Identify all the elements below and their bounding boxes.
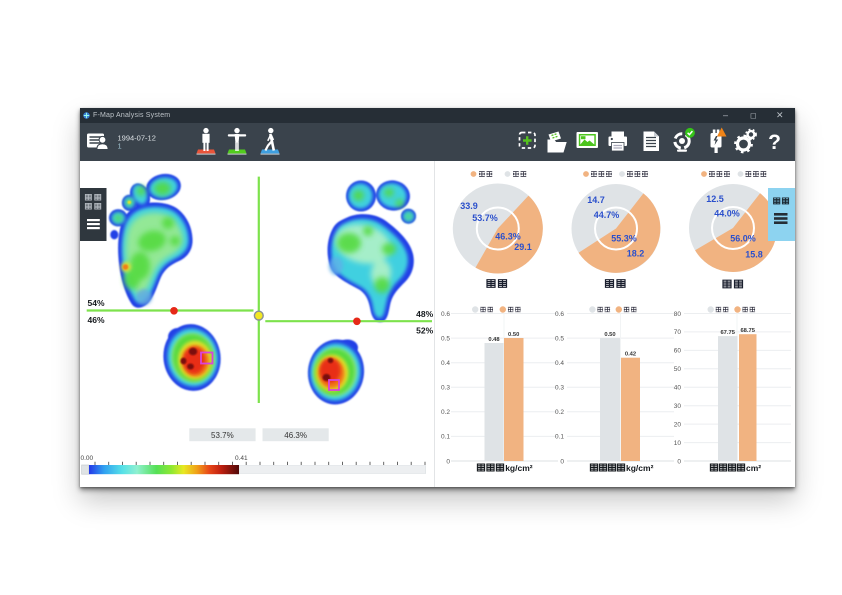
svg-text:80: 80 bbox=[674, 311, 682, 318]
svg-text:0.42: 0.42 bbox=[625, 352, 636, 358]
svg-text:55.3%: 55.3% bbox=[611, 234, 637, 244]
svg-text:0.5: 0.5 bbox=[555, 335, 564, 342]
svg-text:12.5: 12.5 bbox=[706, 194, 724, 204]
svg-text:0: 0 bbox=[560, 458, 564, 465]
svg-text:?: ? bbox=[768, 131, 781, 154]
svg-text:0: 0 bbox=[446, 458, 450, 465]
svg-text:0.2: 0.2 bbox=[441, 409, 450, 416]
svg-text:0.4: 0.4 bbox=[555, 360, 564, 367]
svg-text:1994-07-12: 1994-07-12 bbox=[118, 134, 156, 143]
svg-text:46%: 46% bbox=[88, 315, 105, 325]
svg-text:54%: 54% bbox=[88, 298, 105, 308]
svg-text:15.8: 15.8 bbox=[745, 250, 763, 260]
svg-text:20: 20 bbox=[674, 421, 682, 428]
svg-text:kg/cm²: kg/cm² bbox=[505, 463, 533, 473]
svg-text:0.48: 0.48 bbox=[488, 337, 500, 343]
svg-text:0.50: 0.50 bbox=[604, 332, 615, 338]
svg-text:33.9: 33.9 bbox=[460, 201, 478, 211]
svg-text:29.1: 29.1 bbox=[514, 242, 532, 252]
svg-text:0.00: 0.00 bbox=[81, 455, 94, 462]
svg-text:cm²: cm² bbox=[746, 463, 761, 473]
svg-text:0.50: 0.50 bbox=[508, 332, 519, 338]
svg-text:0: 0 bbox=[677, 458, 681, 465]
svg-text:53.7%: 53.7% bbox=[211, 431, 234, 440]
svg-text:kg/cm²: kg/cm² bbox=[626, 463, 654, 473]
svg-text:0.2: 0.2 bbox=[555, 409, 564, 416]
svg-text:30: 30 bbox=[674, 403, 682, 410]
svg-text:44.7%: 44.7% bbox=[594, 210, 620, 220]
svg-text:56.0%: 56.0% bbox=[730, 234, 756, 244]
svg-text:67.75: 67.75 bbox=[720, 330, 735, 336]
svg-text:48%: 48% bbox=[416, 309, 433, 319]
svg-text:18.2: 18.2 bbox=[627, 249, 645, 259]
svg-text:53.7%: 53.7% bbox=[472, 213, 498, 223]
svg-text:0.1: 0.1 bbox=[441, 434, 450, 441]
svg-text:52%: 52% bbox=[416, 325, 433, 335]
svg-text:70: 70 bbox=[674, 329, 682, 336]
svg-text:60: 60 bbox=[674, 348, 682, 355]
svg-text:14.7: 14.7 bbox=[587, 195, 605, 205]
svg-text:0.3: 0.3 bbox=[555, 385, 564, 392]
svg-text:0.5: 0.5 bbox=[441, 335, 450, 342]
svg-text:1: 1 bbox=[118, 142, 122, 151]
svg-text:68.75: 68.75 bbox=[740, 328, 755, 334]
svg-text:46.3%: 46.3% bbox=[495, 232, 521, 242]
svg-text:44.0%: 44.0% bbox=[714, 209, 740, 219]
svg-text:10: 10 bbox=[674, 440, 682, 447]
svg-text:40: 40 bbox=[674, 385, 682, 392]
svg-text:0.3: 0.3 bbox=[441, 385, 450, 392]
svg-text:0.4: 0.4 bbox=[441, 360, 450, 367]
svg-text:50: 50 bbox=[674, 366, 682, 373]
svg-text:0.6: 0.6 bbox=[441, 311, 450, 318]
svg-text:0.6: 0.6 bbox=[555, 311, 564, 318]
svg-text:46.3%: 46.3% bbox=[284, 431, 307, 440]
svg-text:0.41: 0.41 bbox=[235, 455, 248, 462]
svg-text:0.1: 0.1 bbox=[555, 434, 564, 441]
